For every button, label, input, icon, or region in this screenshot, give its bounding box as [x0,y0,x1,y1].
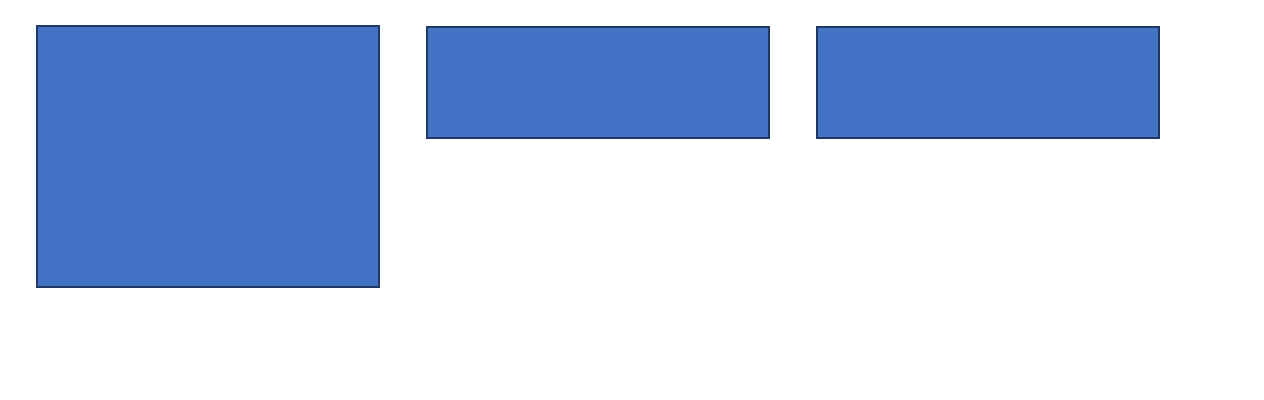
large-rectangle [36,25,380,288]
rectangle-right [816,26,1160,139]
rectangle-middle [426,26,770,139]
